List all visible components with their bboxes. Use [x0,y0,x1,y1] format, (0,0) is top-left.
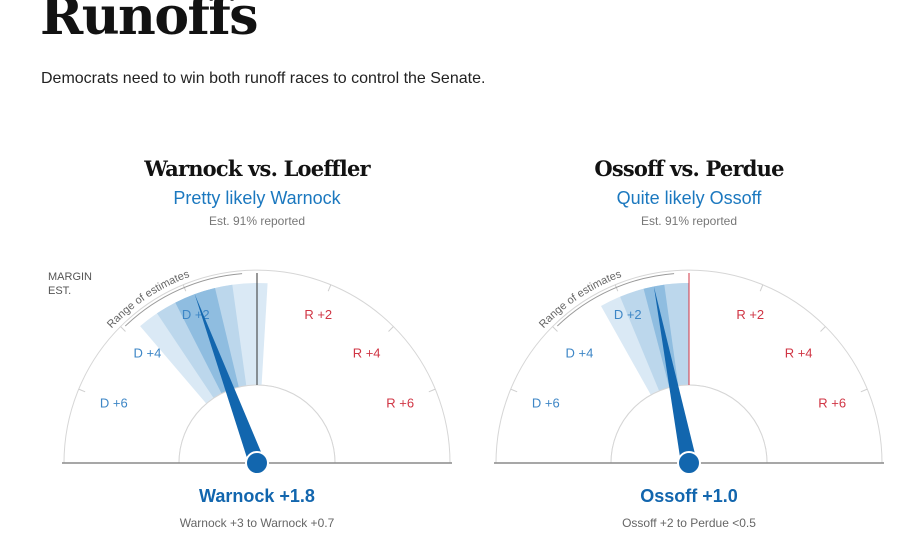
gauge-warnock-loeffler: Warnock vs. Loeffler Pretty likely Warno… [47,150,467,540]
gauge-outer-arc [495,269,883,464]
gauge-needle-hub [677,451,701,475]
gauge-tick-label: R +2 [304,307,332,322]
gauge-tick-label: D +6 [100,396,128,411]
gauge-tick-label: R +6 [386,396,414,411]
gauge-tick [510,388,518,393]
gauge-tick [759,284,764,292]
gauge-tick [552,326,558,332]
gauge-reported: Est. 91% reported [208,214,306,228]
gauge-tick [120,326,126,332]
gauge-tick [327,284,332,292]
gauge-tick [182,284,187,292]
gauge-ossoff-perdue: Ossoff vs. Perdue Quite likely Ossoff Es… [479,150,899,540]
gauge-needle [653,286,697,465]
gauge-reported: Est. 91% reported [640,214,738,228]
gauge-needle-hub [245,451,269,475]
gauge-range: Warnock +3 to Warnock +0.7 [179,516,335,530]
gauge-lean: Pretty likely Warnock [173,188,341,208]
gauge-inner-mask [178,384,336,464]
margin-est-label: MARGIN EST. [48,270,92,298]
gauge-title: Ossoff vs. Perdue [594,156,784,181]
gauge-outer-arc [63,269,451,464]
gauge-tick [388,326,394,332]
gauge-tick-label: R +4 [785,345,813,360]
gauge-tick-label: R +2 [736,307,764,322]
gauge-tick [614,284,619,292]
est-label-text: EST. [48,285,72,297]
margin-label-text: MARGIN [48,271,92,283]
page-subtitle: Democrats need to win both runoff races … [41,70,486,87]
gauge-tick [78,388,86,393]
gauge-tick-label: D +4 [133,345,161,360]
gauge-lean: Quite likely Ossoff [616,188,762,208]
gauge-tick-label: R +4 [353,345,381,360]
gauge-tick [428,388,436,393]
gauge-result: Ossoff +1.0 [640,486,738,506]
gauge-tick-label: D +6 [532,396,560,411]
gauge-tick [860,388,868,393]
gauge-tick-label: R +6 [818,396,846,411]
gauge-inner-mask [610,384,768,464]
gauge-result: Warnock +1.8 [199,486,315,506]
gauge-tick-label: D +2 [614,307,642,322]
gauge-tick [820,326,826,332]
gauge-title: Warnock vs. Loeffler [144,156,370,181]
range-caption-bracket [556,273,675,327]
range-caption-bracket [124,273,243,327]
page-title: Runoffs [40,0,259,47]
gauge-tick-label: D +4 [565,345,593,360]
gauge-needle [194,294,265,466]
gauge-range: Ossoff +2 to Perdue <0.5 [622,516,756,530]
